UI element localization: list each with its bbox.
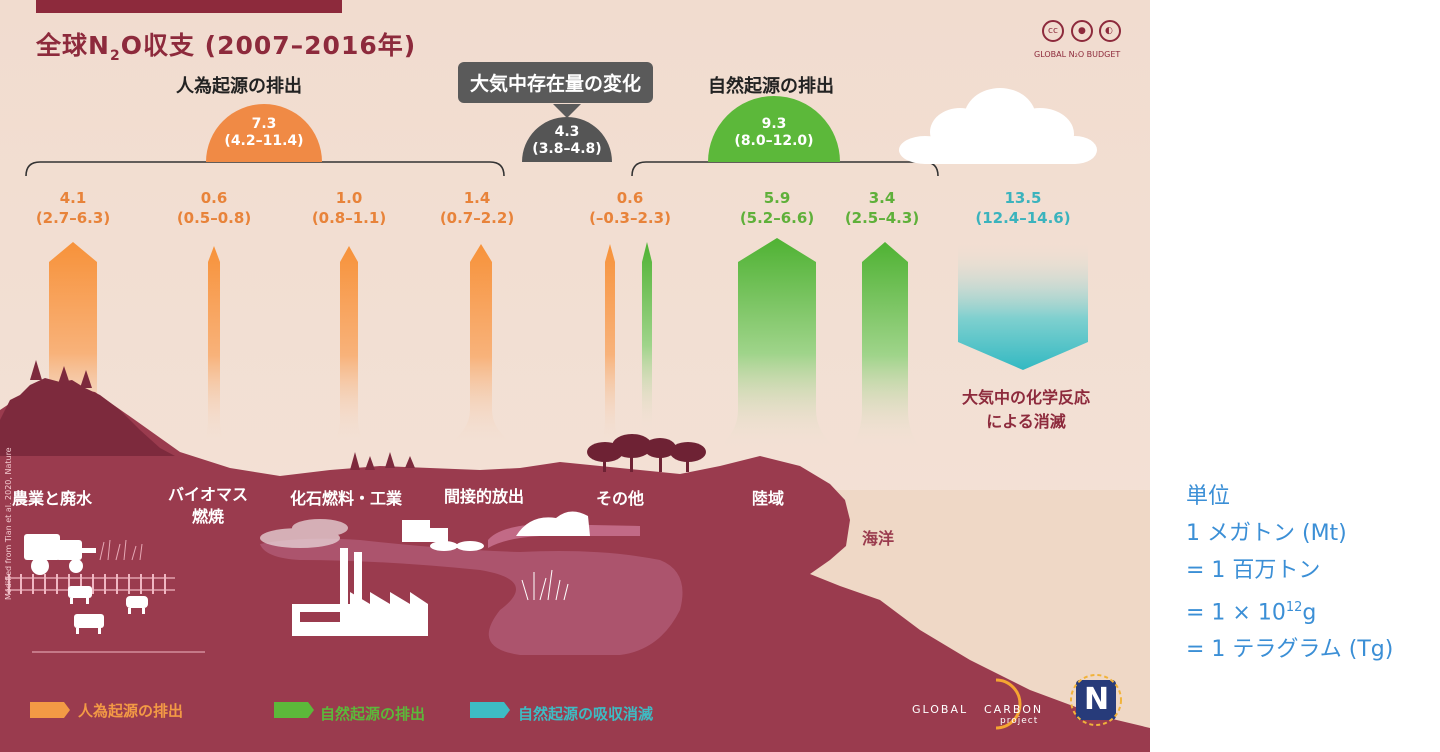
livestock — [68, 586, 148, 634]
flux-arrow-land — [718, 238, 836, 448]
flux-value-agriculture: 4.1 (2.7–6.3) — [35, 189, 111, 227]
source-label-ocean: 海洋 — [862, 529, 895, 548]
budget-diagram: 全球N2O収支 (2007–2016年) cc ● ◐ GLOBAL N₂O B… — [0, 0, 1150, 752]
n-logo — [1070, 674, 1122, 726]
page-title: 全球N2O収支 (2007–2016年) — [36, 31, 417, 64]
mound — [516, 511, 590, 536]
units-box: 単位 1 メガトン (Mt) = 1 百万トン = 1 × 1012g = 1 … — [1186, 478, 1393, 668]
grass — [99, 539, 143, 561]
flux-arrow-biomass — [202, 246, 226, 445]
reeds — [521, 569, 569, 601]
flux-value-fossil: 1.0 (0.8–1.1) — [311, 189, 387, 227]
units-line-4: = 1 テラグラム (Tg) — [1186, 637, 1394, 663]
source-label-indirect: 間接的放出 — [444, 487, 525, 506]
anthropogenic-dome — [206, 104, 322, 162]
flux-value-land: 5.9 (5.2–6.6) — [739, 189, 815, 227]
gcp-logo-global: GLOBAL — [912, 703, 969, 716]
flux-arrow-other-anthropogenic — [600, 244, 620, 445]
legend-anthropogenic: 人為起源の排出 — [78, 702, 184, 720]
cloud — [899, 88, 1097, 164]
landscape-illustration — [0, 0, 1150, 752]
units-line-3: = 1 × 1012g — [1186, 600, 1317, 626]
anthropogenic-header: 人為起源の排出 — [176, 76, 302, 97]
flux-value-sink: 13.5 (12.4–14.6) — [975, 189, 1071, 227]
by-icon: ● — [1078, 26, 1086, 36]
flux-value-other: 0.6 (–0.3–2.3) — [589, 189, 671, 227]
atmosphere-dome — [522, 117, 612, 162]
smoke — [260, 519, 348, 548]
legend-arrow-anthropogenic — [30, 702, 70, 718]
title-bar — [36, 0, 342, 13]
treatment-plant — [402, 520, 484, 551]
flux-arrow-other-natural — [642, 242, 652, 430]
flux-value-indirect: 1.4 (0.7–2.2) — [439, 189, 515, 227]
fence-posts — [8, 574, 166, 594]
natural-dome — [708, 96, 840, 162]
n-logo-letter: N — [1084, 682, 1110, 717]
legend-arrow-sink — [470, 702, 510, 718]
legend-arrow-natural — [274, 702, 314, 718]
nc-icon: ◐ — [1105, 26, 1113, 36]
flux-value-ocean: 3.4 (2.5–4.3) — [844, 189, 920, 227]
gcp-logo-carbon: CARBON — [984, 703, 1044, 716]
natural-header: 自然起源の排出 — [708, 76, 834, 97]
units-line-2: = 1 百万トン — [1186, 558, 1321, 583]
atmosphere-callout: 大気中存在量の変化 — [458, 62, 654, 103]
sink-label: 大気中の化学反応 による消滅 — [961, 388, 1090, 431]
source-label-other: その他 — [596, 489, 645, 508]
credit: Modified from Tian et al. 2020, Nature — [4, 447, 13, 600]
gcp-logo-ring — [995, 678, 1022, 730]
trees — [587, 434, 706, 472]
wetland — [260, 538, 683, 655]
forest — [0, 360, 415, 470]
factory — [292, 548, 428, 636]
legend-natural: 自然起源の排出 — [320, 705, 426, 723]
cc-icon: cc — [1048, 26, 1058, 36]
flux-arrow-ocean — [850, 242, 920, 448]
units-heading: 単位 — [1186, 484, 1231, 509]
flux-value-biomass: 0.6 (0.5–0.8) — [176, 189, 252, 227]
license-badge: GLOBAL N₂O BUDGET — [1034, 50, 1121, 59]
flux-arrow-fossil — [330, 246, 368, 445]
atmosphere-change: 4.3 (3.8–4.8) — [532, 124, 602, 157]
source-label-land: 陸域 — [752, 489, 785, 508]
natural-total: 9.3 (8.0–12.0) — [734, 116, 814, 149]
license-icons — [1042, 20, 1121, 42]
callout-pointer — [553, 104, 581, 118]
legend-sink: 自然起源の吸収消滅 — [518, 705, 654, 723]
source-label-fossil: 化石燃料・工業 — [290, 489, 403, 508]
anthropogenic-total: 7.3 (4.2–11.4) — [224, 116, 304, 149]
tractor — [24, 534, 96, 575]
sink-arrow — [958, 240, 1088, 370]
flux-arrow-indirect — [442, 244, 520, 448]
units-line-1: 1 メガトン (Mt) — [1186, 521, 1347, 546]
source-label-agriculture: 農業と廃水 — [12, 489, 93, 508]
gcp-logo-project: project — [1000, 716, 1039, 726]
source-label-biomass: バイオマス 燃焼 — [167, 485, 248, 526]
